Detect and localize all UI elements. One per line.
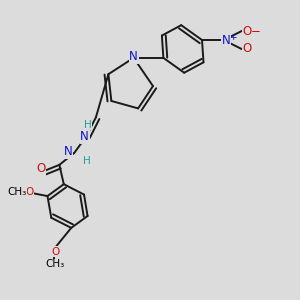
Text: N: N: [129, 50, 138, 64]
Text: N: N: [80, 130, 89, 143]
Text: +: +: [230, 33, 237, 42]
Text: CH₃: CH₃: [45, 259, 64, 269]
Text: N: N: [64, 145, 73, 158]
Text: O: O: [243, 42, 252, 55]
Text: H: H: [84, 120, 92, 130]
Text: O: O: [51, 247, 59, 257]
Text: −: −: [250, 25, 260, 38]
Text: O: O: [36, 162, 45, 175]
Text: O: O: [25, 187, 33, 196]
Text: O: O: [243, 25, 252, 38]
Text: N: N: [222, 34, 230, 46]
Text: H: H: [83, 156, 91, 166]
Text: CH₃: CH₃: [8, 187, 27, 197]
